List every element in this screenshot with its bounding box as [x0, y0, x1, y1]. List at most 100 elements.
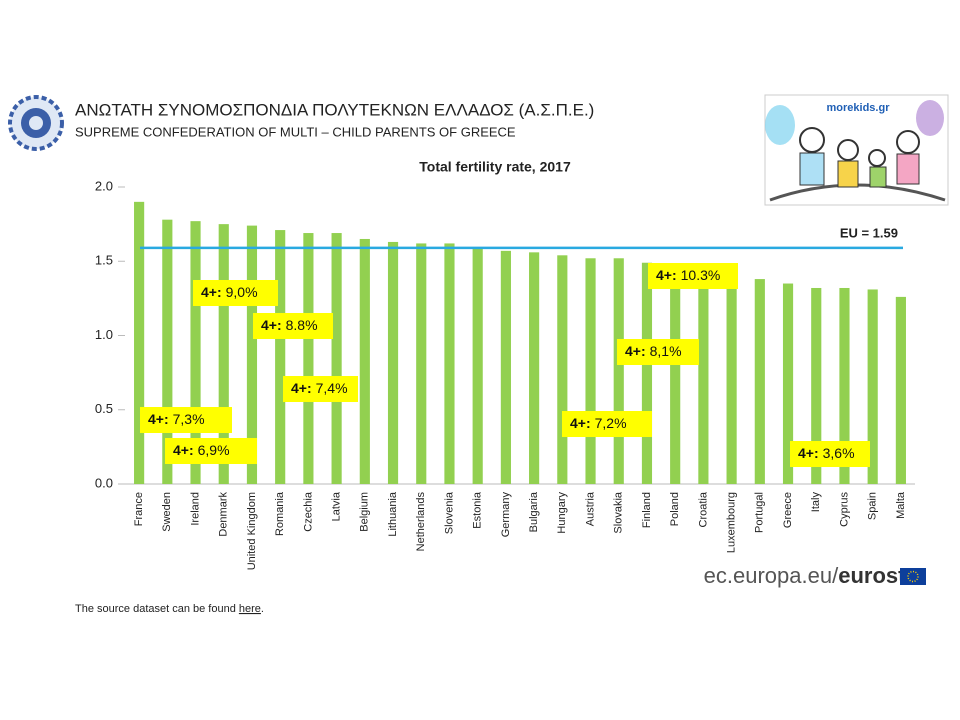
annotation-label: 7,4%	[316, 380, 348, 396]
y-tick-label: 0.5	[95, 401, 113, 416]
annotation-box	[283, 376, 358, 402]
annotation-label: 7,2%	[595, 415, 627, 431]
note-text: The source dataset can be found	[75, 603, 239, 615]
annotation-box	[617, 339, 699, 365]
x-tick-label: Ireland	[189, 492, 201, 526]
x-tick-label: Luxembourg	[726, 492, 738, 553]
annotation-box	[140, 407, 232, 433]
annotation: 4+: 8,1%	[625, 343, 682, 359]
badge: morekids.gr	[764, 94, 949, 206]
bar	[895, 296, 906, 484]
y-tick-label: 0.0	[95, 475, 113, 490]
source-credit: ec.europa.eu/eurostat	[704, 563, 926, 588]
x-tick-label: Estonia	[472, 491, 484, 529]
x-tick-label: Lithuania	[387, 491, 399, 537]
reference-label: EU = 1.59	[840, 225, 898, 240]
x-tick-label: Italy	[810, 492, 822, 513]
x-tick-label: France	[133, 492, 145, 526]
annotation-prefix: 4+:	[625, 343, 646, 359]
logo	[8, 95, 64, 151]
source-note: The source dataset can be found here.	[75, 603, 264, 615]
annotation-prefix: 4+:	[201, 284, 222, 300]
annotation: 4+: 6,9%	[173, 442, 230, 458]
bar	[472, 247, 483, 484]
bar	[613, 258, 624, 484]
y-tick-label: 2.0	[95, 178, 113, 193]
annotation: 4+: 7,4%	[291, 380, 348, 396]
annotation: 4+: 3,6%	[798, 445, 855, 461]
source-site: ec.europa.eu/	[704, 563, 839, 588]
x-tick-label: United Kingdom	[246, 492, 258, 570]
x-tick-label: Poland	[669, 492, 681, 526]
annotation-label: 7,3%	[173, 411, 205, 427]
bar	[387, 241, 399, 484]
bar	[557, 255, 568, 484]
annotation-box	[648, 263, 738, 289]
annotation-label: 8.8%	[286, 317, 318, 333]
annotation-label: 3,6%	[823, 445, 855, 461]
chart-title: Total fertility rate, 2017	[419, 159, 571, 175]
bar	[303, 233, 314, 484]
annotation: 4+: 8.8%	[261, 317, 318, 333]
bar	[444, 243, 455, 484]
annotation-prefix: 4+:	[798, 445, 819, 461]
bar	[782, 283, 794, 484]
bar	[190, 221, 201, 484]
bar	[134, 201, 145, 484]
y-tick-label: 1.0	[95, 327, 113, 342]
annotation: 4+: 7,2%	[570, 415, 627, 431]
plot: 0.0 0.5 1.0 1.5 2.0 France Sweden Ireland Denmar…	[95, 178, 915, 570]
annotation-label: 6,9%	[198, 442, 230, 458]
annotation-label: 9,0%	[226, 284, 258, 300]
bar	[867, 289, 878, 484]
bar	[416, 243, 427, 484]
bar	[162, 219, 173, 485]
annotation-prefix: 4+:	[173, 442, 194, 458]
eu-flag	[900, 568, 926, 585]
x-tick-label: Netherlands	[415, 492, 427, 552]
annotation-box	[790, 441, 870, 467]
x-tick-label: Bulgaria	[528, 491, 540, 532]
annotation-box	[165, 438, 257, 464]
header-title: ΑΝΩΤΑΤΗ ΣΥΝΟΜΟΣΠΟΝΔΙΑ ΠΟΛΥΤΕΚΝΩΝ ΕΛΛΑΔΟΣ…	[75, 100, 594, 119]
source-link[interactable]: here	[239, 603, 261, 615]
x-tick-label: Slovenia	[443, 491, 455, 534]
x-tick-label: Austria	[584, 491, 596, 526]
y-tick-label: 1.5	[95, 253, 113, 268]
x-tick-label: Romania	[274, 491, 286, 536]
bar	[585, 258, 596, 484]
x-tick-label: Greece	[782, 492, 794, 528]
x-tick-label: Portugal	[754, 492, 766, 533]
annotation-prefix: 4+:	[656, 267, 677, 283]
x-tick-label: Cyprus	[838, 492, 850, 527]
bar	[500, 250, 511, 484]
x-tick-label: Denmark	[218, 492, 230, 537]
x-tick-label: Latvia	[331, 491, 343, 521]
annotation: 4+: 7,3%	[148, 411, 205, 427]
x-tick-label: Belgium	[359, 492, 371, 532]
bar	[529, 252, 540, 484]
bar	[641, 262, 653, 484]
annotation-box	[562, 411, 652, 437]
header-subtitle: SUPREME CONFEDERATION OF MULTI – CHILD P…	[75, 124, 516, 139]
x-tick-label: Finland	[641, 492, 653, 528]
note-end: .	[261, 603, 264, 615]
bar	[670, 264, 681, 484]
bar	[275, 230, 286, 484]
bar	[754, 279, 765, 484]
annotation-box	[193, 280, 278, 306]
bar	[359, 238, 370, 484]
bar	[726, 277, 737, 484]
annotation-label: 10.3%	[681, 267, 721, 283]
bar	[331, 233, 342, 484]
x-tick-label: Malta	[895, 491, 907, 519]
x-tick-label: Sweden	[161, 492, 173, 532]
x-tick-label: Croatia	[697, 491, 709, 527]
annotation-prefix: 4+:	[261, 317, 282, 333]
annotation-box	[253, 313, 333, 339]
badge-text: morekids.gr	[827, 102, 891, 114]
annotation-label: 8,1%	[650, 343, 682, 359]
bar	[839, 287, 850, 484]
bar	[811, 287, 822, 484]
